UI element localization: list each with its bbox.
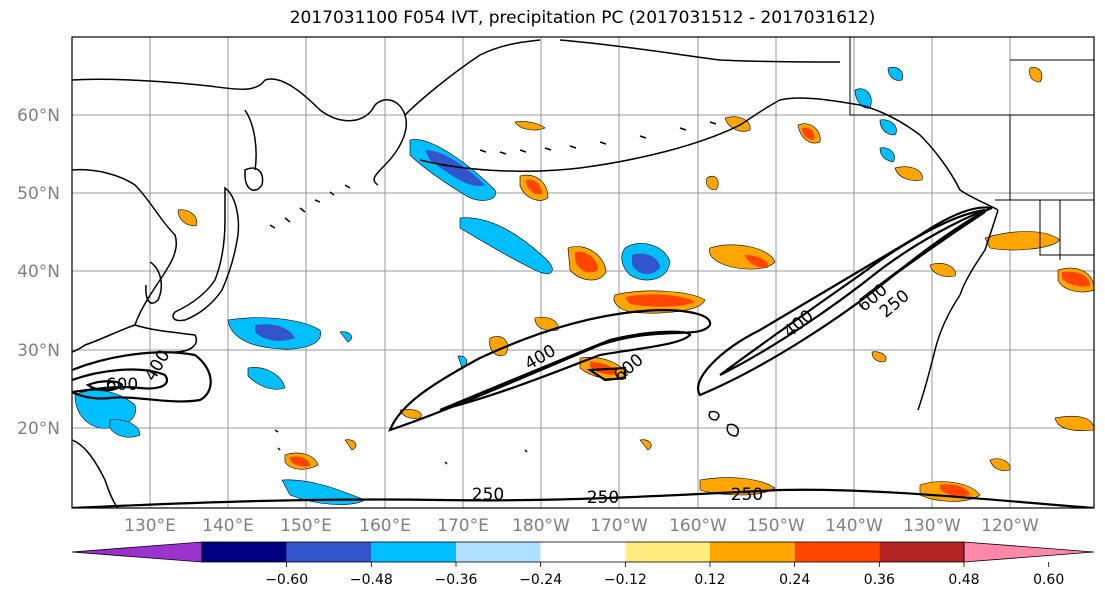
colorbar-outline: [201, 541, 965, 563]
positive-pc-patches: [177, 67, 1094, 502]
longitude-label: 140°W: [825, 516, 883, 536]
latitude-label: 30°N: [17, 341, 60, 361]
colorbar-tick-label: −0.48: [350, 572, 393, 588]
contour-250-east: [697, 206, 993, 397]
longitude-label: 150°W: [747, 516, 805, 536]
ivt-contour-label: 600: [106, 375, 138, 395]
coastlines: [72, 39, 999, 508]
contour-600-asia: [85, 380, 124, 392]
contour-250-south: [72, 488, 1094, 508]
colorbar-segment: [371, 542, 456, 562]
contour-400-asia: [72, 368, 168, 394]
precip-shading: [74, 67, 1094, 505]
contour-250-asia: [72, 351, 212, 403]
map-title: 2017031100 F054 IVT, precipitation PC (2…: [289, 8, 876, 28]
colorbar-extend-high: [963, 541, 1095, 563]
colorbar-segment: [710, 542, 795, 562]
ivt-contour-label: 250: [587, 488, 619, 508]
boundaries: [849, 37, 1094, 260]
colorbar-tick-label: −0.12: [604, 572, 647, 588]
latitude-label: 40°N: [17, 262, 60, 282]
longitude-label: 170°E: [437, 516, 489, 536]
colorbar-segment: [879, 542, 964, 562]
latitude-labels: 60°N 50°N 40°N 30°N 20°N: [17, 106, 60, 439]
longitude-label: 120°W: [981, 516, 1039, 536]
longitude-label: 160°E: [359, 516, 411, 536]
latitude-label: 20°N: [17, 419, 60, 439]
colorbar-tick-label: 0.36: [864, 572, 895, 588]
colorbar-segment: [286, 542, 372, 562]
colorbar-segment: [202, 542, 287, 562]
colorbar-tick-label: 0.60: [1033, 572, 1064, 588]
colorbar-tick-label: −0.60: [265, 572, 308, 588]
longitude-label: 140°E: [202, 516, 254, 536]
latitude-label: 60°N: [17, 106, 60, 126]
latitude-label: 50°N: [17, 184, 60, 204]
longitude-labels: 130°E 140°E 150°E 160°E 170°E 180°W 170°W 160°W…: [124, 516, 1039, 536]
contour-400-west: [439, 330, 692, 412]
colorbar-tick-label: 0.48: [948, 572, 979, 588]
colorbar-tick-label: 0.12: [694, 572, 725, 588]
colorbar-tick-label: −0.24: [519, 572, 562, 588]
contour-600-east: [859, 211, 986, 301]
colorbar-tick-label: 0.24: [779, 572, 810, 588]
contour-400-east: [719, 208, 986, 376]
longitude-label: 150°E: [280, 516, 332, 536]
colorbar: −0.60 −0.48 −0.36 −0.24 −0.12 0.12 0.24 0.36 0.4…: [71, 541, 1095, 588]
colorbar-segment: [540, 542, 626, 562]
contour-600-west: [586, 366, 627, 382]
colorbar-segment: [625, 542, 710, 562]
map-frame: [71, 36, 1095, 509]
colorbar-extend-low: [71, 541, 203, 563]
longitude-label: 170°W: [590, 516, 648, 536]
longitude-label: 130°W: [903, 516, 961, 536]
longitude-label: 130°E: [124, 516, 176, 536]
colorbar-segment: [456, 542, 541, 562]
colorbar-segment: [794, 542, 880, 562]
contour-250-west: [388, 308, 712, 432]
colorbar-tick-label: −0.36: [435, 572, 478, 588]
ivt-contours: [72, 206, 1094, 508]
ivt-contour-label: 250: [472, 485, 504, 505]
ivt-contour-label: 250: [731, 485, 763, 505]
longitude-label: 180°W: [512, 516, 570, 536]
longitude-label: 160°W: [669, 516, 727, 536]
